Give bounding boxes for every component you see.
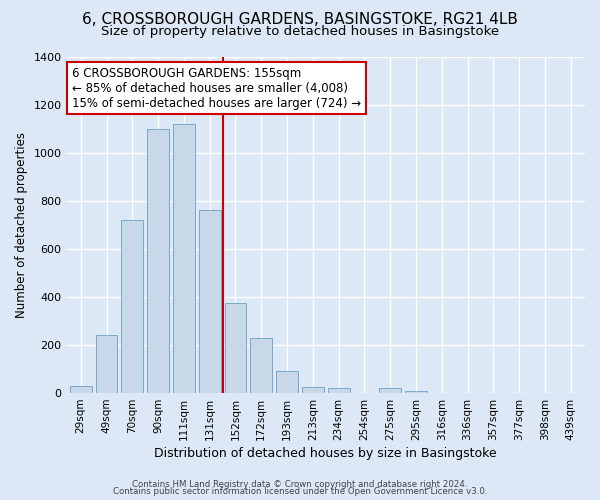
Bar <box>173 124 195 393</box>
Text: 6 CROSSBOROUGH GARDENS: 155sqm
← 85% of detached houses are smaller (4,008)
15% : 6 CROSSBOROUGH GARDENS: 155sqm ← 85% of … <box>72 66 361 110</box>
Bar <box>276 372 298 393</box>
Bar <box>95 336 118 393</box>
Bar <box>224 303 247 393</box>
Bar <box>328 388 350 393</box>
Text: Size of property relative to detached houses in Basingstoke: Size of property relative to detached ho… <box>101 25 499 38</box>
Text: 6, CROSSBOROUGH GARDENS, BASINGSTOKE, RG21 4LB: 6, CROSSBOROUGH GARDENS, BASINGSTOKE, RG… <box>82 12 518 28</box>
X-axis label: Distribution of detached houses by size in Basingstoke: Distribution of detached houses by size … <box>154 447 497 460</box>
Bar <box>405 390 427 393</box>
Bar <box>199 210 221 393</box>
Bar <box>302 387 324 393</box>
Y-axis label: Number of detached properties: Number of detached properties <box>15 132 28 318</box>
Bar <box>70 386 92 393</box>
Text: Contains public sector information licensed under the Open Government Licence v3: Contains public sector information licen… <box>113 487 487 496</box>
Bar <box>147 128 169 393</box>
Bar <box>121 220 143 393</box>
Bar <box>379 388 401 393</box>
Bar <box>250 338 272 393</box>
Text: Contains HM Land Registry data © Crown copyright and database right 2024.: Contains HM Land Registry data © Crown c… <box>132 480 468 489</box>
